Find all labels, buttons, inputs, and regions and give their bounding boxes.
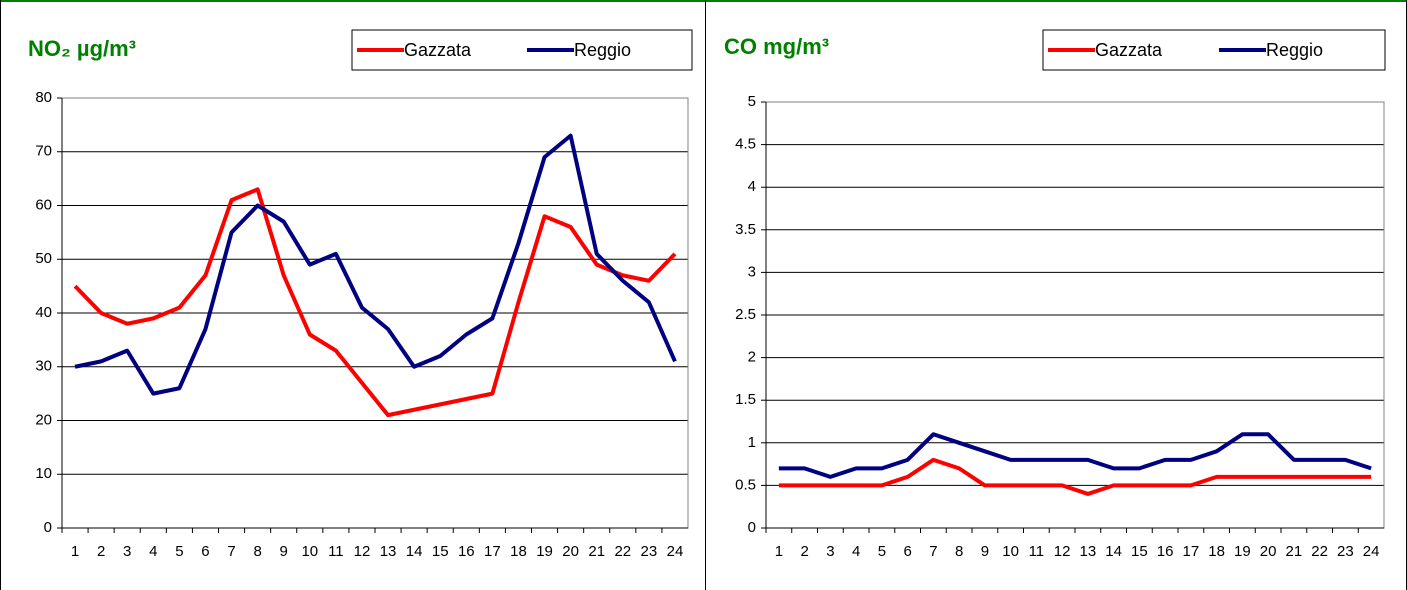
y-tick-label: 4: [748, 178, 756, 195]
y-tick-label: 30: [35, 358, 52, 375]
x-tick-label: 16: [1157, 543, 1174, 560]
x-tick-label: 22: [1311, 543, 1328, 560]
x-tick-label: 21: [588, 543, 605, 560]
y-tick-label: 50: [35, 250, 52, 267]
y-tick-label: 3.5: [735, 221, 756, 238]
x-tick-label: 4: [852, 543, 860, 560]
x-tick-label: 20: [562, 543, 579, 560]
x-tick-label: 14: [1105, 543, 1122, 560]
x-tick-label: 22: [614, 543, 631, 560]
x-tick-label: 21: [1286, 543, 1303, 560]
legend-label: Gazzata: [404, 40, 472, 60]
x-tick-label: 20: [1260, 543, 1277, 560]
x-tick-label: 3: [826, 543, 834, 560]
y-tick-label: 20: [35, 411, 52, 428]
x-tick-label: 1: [71, 543, 79, 560]
series-line: [778, 457, 1372, 496]
x-tick-label: 15: [432, 543, 449, 560]
x-tick-label: 19: [1234, 543, 1251, 560]
x-tick-label: 5: [878, 543, 886, 560]
x-tick-label: 13: [380, 543, 397, 560]
x-tick-label: 11: [328, 543, 344, 560]
series-line: [74, 133, 677, 396]
x-tick-label: 6: [903, 543, 911, 560]
y-tick-label: 3: [748, 263, 756, 280]
x-tick-label: 24: [667, 543, 684, 560]
x-tick-label: 23: [1337, 543, 1354, 560]
x-tick-label: 10: [301, 543, 318, 560]
y-tick-label: 2.5: [735, 306, 756, 323]
chart-title: CO mg/m³: [724, 34, 829, 59]
x-tick-label: 17: [484, 543, 501, 560]
y-tick-label: 0.5: [735, 476, 756, 493]
legend-box: [1042, 29, 1386, 71]
y-tick-label: 80: [35, 89, 52, 106]
x-tick-label: 11: [1029, 543, 1045, 560]
y-tick-label: 70: [35, 143, 52, 160]
y-tick-label: 2: [748, 349, 756, 366]
x-tick-label: 1: [775, 543, 783, 560]
legend-label: Gazzata: [1095, 40, 1163, 60]
x-tick-label: 13: [1080, 543, 1097, 560]
y-tick-label: 0: [44, 519, 52, 536]
x-tick-label: 7: [227, 543, 235, 560]
y-tick-label: 60: [35, 196, 52, 213]
x-tick-label: 9: [981, 543, 989, 560]
y-tick-label: 4.5: [735, 136, 756, 153]
y-tick-label: 40: [35, 304, 52, 321]
x-tick-label: 14: [406, 543, 423, 560]
x-tick-label: 8: [253, 543, 261, 560]
x-tick-label: 6: [201, 543, 209, 560]
legend-label: Reggio: [1266, 40, 1323, 60]
x-tick-label: 4: [149, 543, 157, 560]
x-tick-label: 23: [641, 543, 658, 560]
x-tick-label: 15: [1131, 543, 1148, 560]
x-tick-label: 24: [1363, 543, 1380, 560]
y-tick-label: 10: [35, 465, 52, 482]
x-tick-label: 18: [1208, 543, 1225, 560]
x-tick-label: 16: [458, 543, 475, 560]
x-tick-label: 3: [123, 543, 131, 560]
x-tick-label: 19: [536, 543, 553, 560]
x-tick-label: 18: [510, 543, 527, 560]
x-tick-label: 12: [1054, 543, 1071, 560]
series-line: [73, 187, 677, 418]
x-tick-label: 5: [175, 543, 183, 560]
x-tick-label: 7: [929, 543, 937, 560]
y-tick-label: 1.5: [735, 391, 756, 408]
x-tick-label: 10: [1002, 543, 1019, 560]
x-tick-label: 12: [354, 543, 371, 560]
legend-label: Reggio: [574, 40, 631, 60]
y-tick-label: 1: [748, 434, 756, 451]
x-tick-label: 9: [280, 543, 288, 560]
x-tick-label: 17: [1183, 543, 1200, 560]
chart-title: NO₂ µg/m³: [28, 36, 136, 61]
y-tick-label: 0: [748, 519, 756, 536]
x-tick-label: 2: [800, 543, 808, 560]
x-tick-label: 8: [955, 543, 963, 560]
y-tick-label: 5: [748, 93, 756, 110]
x-tick-label: 2: [97, 543, 105, 560]
legend-box: [351, 29, 693, 71]
series-line: [778, 432, 1372, 479]
